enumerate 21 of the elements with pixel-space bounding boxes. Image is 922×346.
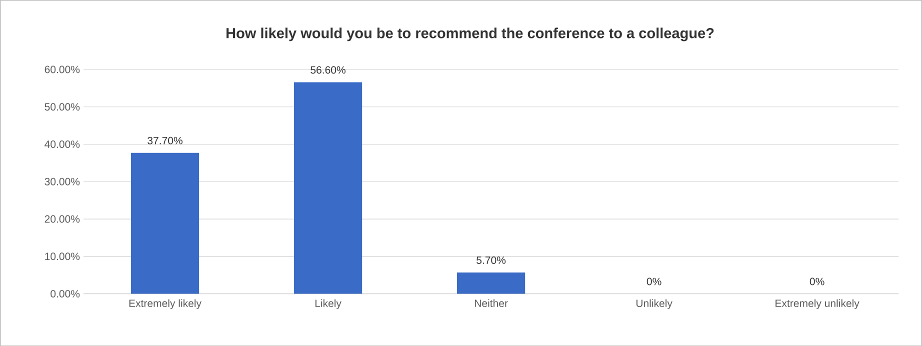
x-tick-label: Unlikely [636, 299, 672, 309]
y-tick-label: 20.00% [44, 215, 80, 223]
data-label: 5.70% [476, 256, 506, 264]
x-tick-label: Likely [315, 299, 342, 309]
data-label: 37.70% [148, 136, 182, 144]
bar [457, 272, 526, 294]
data-label: 0% [646, 278, 662, 286]
x-tick-label: Extremely unlikely [776, 299, 860, 309]
data-label: 0% [810, 278, 824, 286]
y-tick-label: 40.00% [44, 140, 80, 148]
x-tick-label: Extremely likely [129, 299, 202, 309]
y-tick-label: 30.00% [44, 178, 80, 186]
chart-title: How likely would you be to recommend the conference to a colleague? [226, 28, 714, 42]
y-tick-label: 0.00% [50, 290, 80, 298]
y-tick-label: 10.00% [45, 252, 80, 260]
bar [294, 82, 362, 294]
y-tick-label: 60.00% [44, 66, 80, 74]
bar [130, 152, 200, 294]
y-tick-label: 50.00% [44, 103, 80, 110]
data-label: 56.60% [310, 66, 346, 74]
x-tick-label: Neither [474, 299, 508, 307]
